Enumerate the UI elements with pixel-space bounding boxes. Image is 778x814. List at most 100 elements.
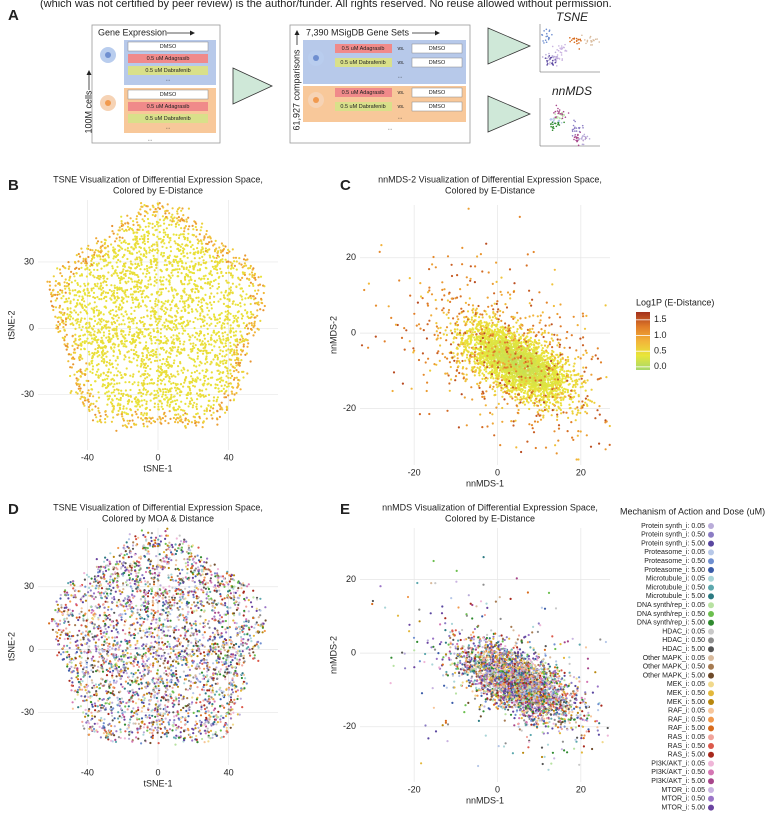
density-point	[165, 263, 168, 267]
density-point	[89, 392, 92, 395]
density-point	[79, 285, 82, 288]
density-point	[195, 369, 199, 372]
density-point	[117, 370, 120, 373]
thumb-point	[545, 53, 547, 56]
density-point	[229, 363, 233, 366]
condition: 0.5 uM Dabrafenib	[145, 116, 190, 122]
density-point	[194, 251, 197, 254]
density-point	[253, 276, 256, 280]
density-point	[144, 335, 147, 338]
density-point	[145, 413, 148, 416]
density-point	[182, 219, 185, 222]
density-point	[157, 403, 160, 406]
density-point	[136, 231, 139, 234]
density-point	[145, 328, 148, 331]
density-point	[96, 255, 99, 258]
thumb-point	[560, 47, 563, 49]
thumb-point	[554, 113, 557, 115]
density-point	[165, 227, 168, 230]
density-point	[87, 291, 91, 294]
density-point	[183, 283, 186, 286]
density-point	[107, 261, 110, 264]
density-point	[100, 356, 103, 359]
density-point	[229, 341, 232, 344]
gene-expression-box: Gene Expression DMSO 0.5 uM Adagrasib 0.…	[83, 24, 221, 144]
density-point	[57, 325, 60, 328]
density-point	[201, 343, 204, 346]
density-point	[57, 316, 61, 319]
density-point	[196, 251, 200, 255]
density-point	[189, 400, 192, 403]
density-point	[146, 269, 149, 273]
density-point	[120, 287, 123, 290]
density-point	[446, 299, 449, 302]
density-point	[226, 367, 229, 370]
density-point	[116, 291, 119, 295]
density-point	[219, 313, 222, 316]
density-point	[183, 287, 186, 290]
density-point	[222, 244, 225, 247]
density-point	[188, 271, 191, 274]
density-point	[167, 320, 170, 323]
density-point	[64, 278, 67, 281]
density-point	[185, 218, 188, 221]
density-point	[68, 313, 71, 316]
density-point	[222, 345, 225, 348]
density-point	[175, 233, 178, 236]
density-point	[85, 340, 88, 343]
comparison-box: 7,390 MSigDB Gene Sets 0.5 uM Adagrasib …	[289, 24, 471, 144]
density-point	[153, 284, 156, 287]
density-point	[208, 343, 211, 346]
density-point	[141, 292, 144, 295]
condition: 0.5 uM Dabrafenib	[340, 60, 385, 66]
density-point	[138, 341, 141, 344]
density-point	[170, 393, 173, 396]
density-point	[98, 298, 101, 301]
density-point	[194, 336, 197, 339]
density-point	[108, 326, 111, 329]
density-point	[108, 332, 111, 335]
density-point	[473, 360, 476, 363]
density-point	[95, 416, 98, 419]
density-point	[200, 307, 203, 311]
density-point	[103, 360, 106, 363]
density-point	[163, 370, 166, 373]
density-point	[203, 334, 206, 337]
density-point	[220, 242, 223, 245]
density-point	[78, 255, 82, 258]
density-point	[145, 287, 148, 290]
density-point	[176, 399, 179, 402]
density-point	[147, 333, 150, 336]
density-point	[138, 285, 141, 289]
density-point	[188, 387, 191, 390]
density-point	[125, 295, 128, 298]
density-point	[171, 320, 174, 323]
density-point	[143, 242, 147, 245]
thumb-point	[542, 40, 544, 42]
density-point	[179, 317, 183, 321]
density-point	[196, 238, 199, 241]
density-point	[161, 255, 164, 258]
density-point	[54, 315, 57, 318]
density-point	[129, 340, 132, 344]
density-point	[59, 316, 62, 319]
density-point	[134, 273, 137, 276]
density-point	[237, 359, 240, 362]
density-point	[224, 390, 227, 393]
density-point	[78, 358, 81, 362]
density-point	[146, 205, 149, 208]
density-point	[223, 326, 226, 329]
density-point	[68, 291, 71, 294]
density-point	[195, 407, 198, 411]
density-point	[165, 364, 168, 367]
density-point	[135, 413, 138, 416]
density-point	[67, 315, 70, 318]
arrow-triangle	[232, 67, 273, 105]
density-point	[149, 259, 152, 262]
density-point	[186, 319, 189, 322]
density-point	[102, 331, 105, 334]
density-point	[139, 208, 142, 211]
density-point	[231, 327, 235, 330]
density-point	[214, 355, 217, 359]
density-point	[107, 370, 110, 373]
